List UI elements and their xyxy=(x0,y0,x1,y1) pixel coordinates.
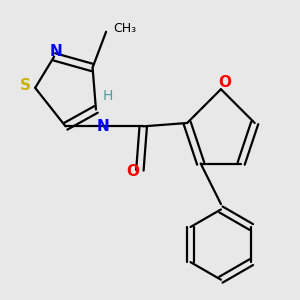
Text: N: N xyxy=(96,119,109,134)
Text: N: N xyxy=(50,44,62,59)
Text: O: O xyxy=(127,164,140,179)
Text: H: H xyxy=(103,89,113,103)
Text: S: S xyxy=(20,78,31,93)
Text: O: O xyxy=(218,75,232,90)
Text: CH₃: CH₃ xyxy=(113,22,136,35)
